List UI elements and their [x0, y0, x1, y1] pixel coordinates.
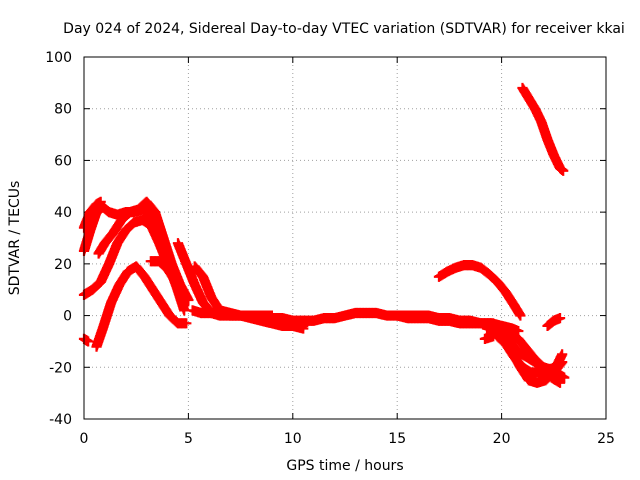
y-tick-label: 60 [54, 153, 72, 169]
chart-title: Day 024 of 2024, Sidereal Day-to-day VTE… [63, 21, 625, 37]
plot-frame [83, 56, 607, 420]
data-points [78, 82, 570, 388]
y-tick-label: -40 [49, 412, 72, 428]
data-point [557, 357, 568, 368]
data-point [515, 310, 526, 321]
y-tick-label: -20 [49, 360, 72, 376]
x-tick-label: 0 [80, 431, 89, 447]
x-tick-label: 5 [184, 431, 193, 447]
y-tick-label: 100 [45, 50, 72, 66]
y-tick-label: 20 [54, 257, 72, 273]
data-point [181, 318, 192, 329]
data-point [179, 289, 190, 300]
data-point [183, 294, 194, 306]
y-tick-label: 40 [54, 205, 72, 221]
data-point [554, 377, 566, 388]
axis-ticks: 0 5 10 15 20 25 -40 -20 0 20 40 60 80 100 [45, 50, 615, 447]
data-point [95, 196, 106, 207]
data-point [554, 313, 566, 324]
data-point [488, 331, 499, 342]
y-axis-label: SDTVAR / TECUs [7, 181, 23, 296]
data-point [558, 165, 569, 176]
x-tick-label: 20 [493, 431, 511, 447]
x-tick-label: 25 [597, 431, 615, 447]
x-tick-label: 15 [388, 431, 406, 447]
y-tick-label: 80 [54, 102, 72, 118]
x-tick-label: 10 [284, 431, 302, 447]
data-point [559, 372, 570, 383]
data-point [83, 336, 94, 347]
x-axis-label: GPS time / hours [286, 458, 403, 474]
y-tick-label: 0 [63, 309, 72, 325]
data-point [179, 300, 190, 311]
